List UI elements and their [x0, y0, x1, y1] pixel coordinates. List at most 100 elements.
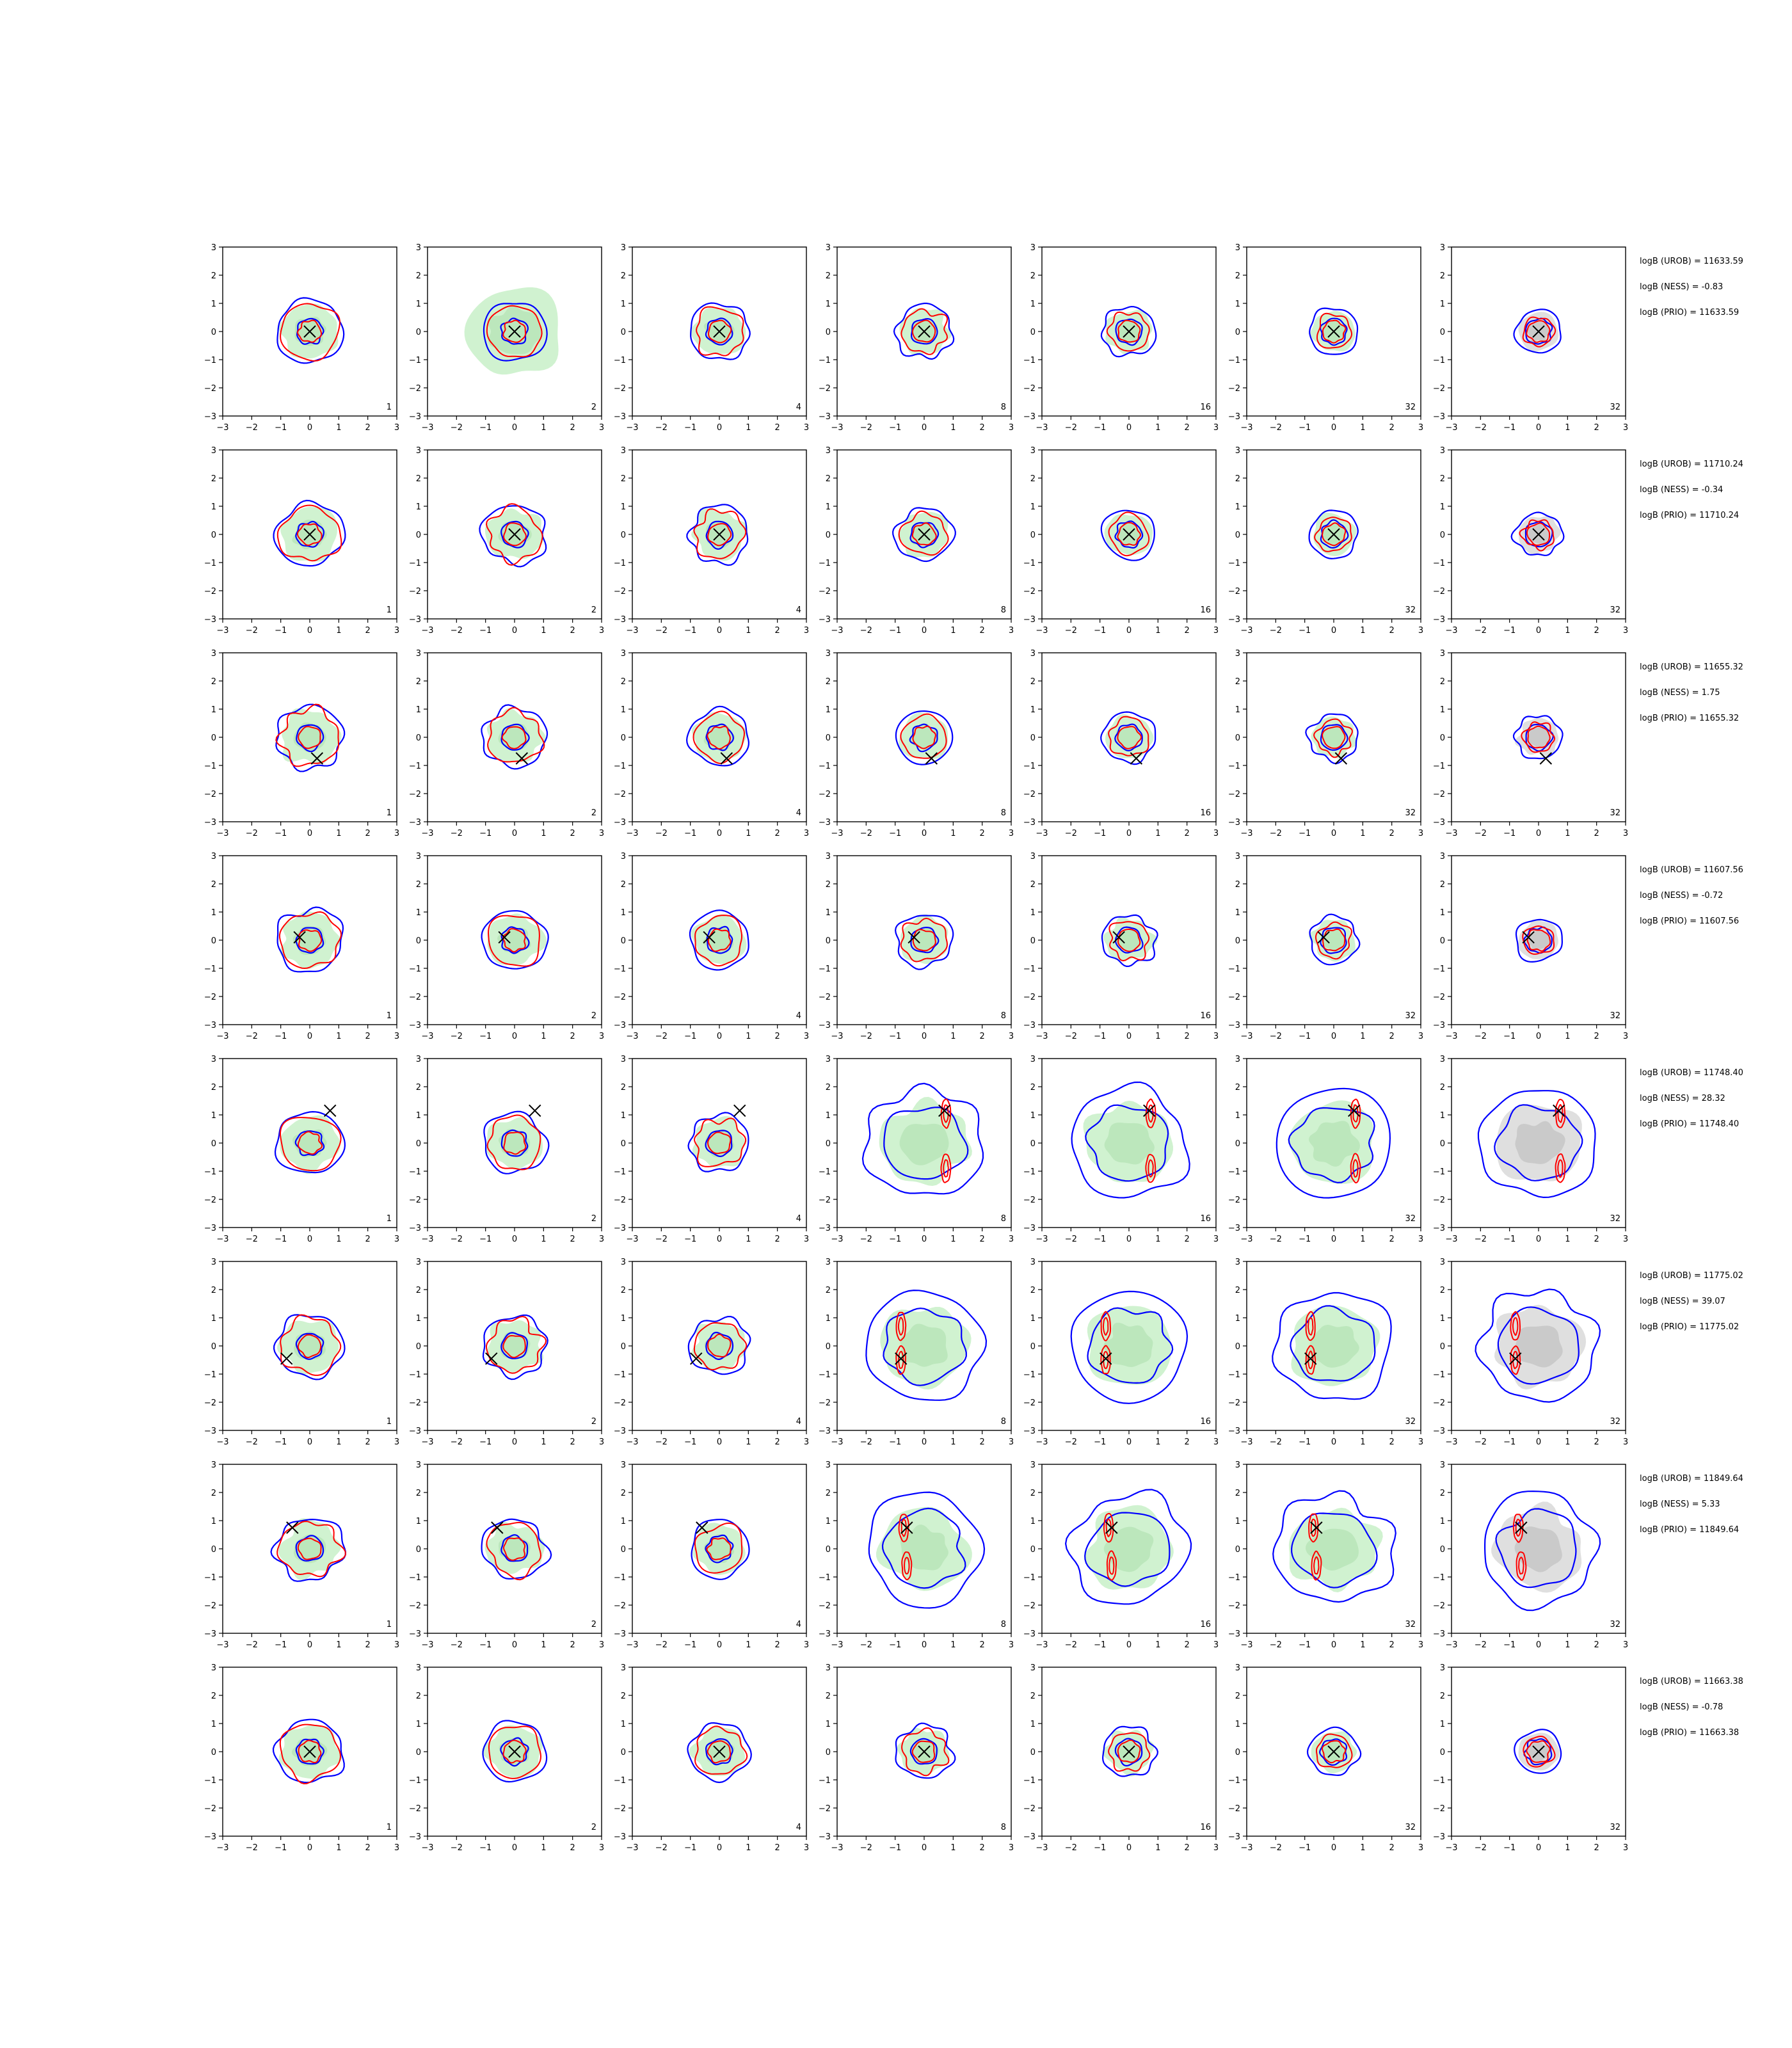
y-tick-label: 1: [416, 705, 421, 715]
x-tick-label: −2: [1270, 1437, 1282, 1447]
panel-count-label: 16: [1200, 808, 1211, 818]
x-tick-label: −1: [1299, 829, 1311, 838]
x-tick-label: 2: [1594, 423, 1599, 433]
y-tick-label: −1: [1433, 1776, 1445, 1786]
x-tick-label: −2: [1065, 1235, 1077, 1244]
blue-contour-inner: [883, 1308, 967, 1386]
x-tick-label: 1: [1155, 626, 1160, 636]
y-tick-label: −2: [819, 1398, 831, 1408]
x-tick-label: 2: [570, 1235, 575, 1244]
x-tick-label: −1: [275, 829, 287, 838]
y-tick-label: 0: [1440, 1748, 1445, 1757]
truth-marker: [1123, 528, 1135, 541]
y-tick-label: −3: [614, 412, 626, 422]
y-tick-label: 2: [416, 1489, 421, 1498]
y-tick-label: 0: [826, 1545, 831, 1555]
y-tick-label: −3: [614, 1629, 626, 1639]
x-tick-label: −3: [421, 423, 433, 433]
x-tick-label: −2: [860, 1843, 872, 1853]
blue-contour-outer: [1475, 1288, 1601, 1403]
truth-marker: [1105, 1521, 1118, 1534]
x-tick-label: −2: [860, 626, 872, 636]
panel-count-label: 32: [1405, 1620, 1416, 1629]
x-tick-label: −2: [246, 829, 258, 838]
y-tick-label: 1: [1030, 1314, 1036, 1324]
red-contour-mode-inner: [1148, 1159, 1154, 1178]
x-tick-label: 1: [541, 1437, 546, 1447]
panel-count-label: 8: [1001, 605, 1006, 615]
x-tick-label: 2: [980, 1235, 985, 1244]
x-tick-label: 0: [922, 1843, 927, 1853]
logb-prio-label: logB (PRIO) = 11775.02: [1640, 1322, 1739, 1332]
y-tick-label: −1: [614, 1573, 626, 1583]
y-tick-label: −1: [1023, 1167, 1036, 1177]
y-tick-label: −2: [819, 1196, 831, 1205]
x-tick-label: −2: [1475, 423, 1487, 433]
panel-count-label: 4: [796, 1214, 801, 1224]
x-tick-label: −3: [831, 1640, 843, 1650]
panel-count-label: 4: [796, 808, 801, 818]
x-tick-label: −1: [684, 626, 696, 636]
red-contour-outer: [1316, 312, 1353, 349]
red-contour-outer: [900, 917, 948, 963]
subplot-r7-c2: −3 −2 −1 0 1 2 3 3 2 1 0 −1 −2 −3 2: [409, 1460, 604, 1650]
x-tick-label: 2: [365, 1843, 371, 1853]
y-tick-label: 1: [211, 1517, 216, 1526]
blue-contour-outer: [894, 915, 954, 970]
y-tick-label: 1: [211, 1111, 216, 1121]
blue-contour-outer: [1101, 1725, 1159, 1777]
blue-contour-inner: [1084, 1512, 1171, 1587]
y-tick-label: 2: [1235, 677, 1240, 687]
y-tick-label: −2: [819, 1804, 831, 1814]
y-tick-label: −3: [614, 1224, 626, 1233]
y-tick-label: 0: [621, 1545, 626, 1555]
red-contour-inner: [503, 1132, 527, 1155]
blue-contour-inner: [705, 520, 734, 550]
y-tick-label: 0: [1440, 1342, 1445, 1352]
red-contour-inner: [502, 319, 527, 343]
y-tick-label: −3: [614, 615, 626, 625]
y-tick-label: −1: [819, 1573, 831, 1583]
x-tick-label: 2: [775, 1640, 780, 1650]
panel-count-label: 8: [1001, 1823, 1006, 1832]
x-tick-label: −2: [655, 1437, 668, 1447]
x-tick-label: 0: [512, 423, 517, 433]
blue-contour-outer: [1070, 1290, 1188, 1404]
y-tick-label: −3: [1433, 1224, 1445, 1233]
y-tick-label: 3: [621, 1258, 626, 1267]
x-tick-label: 3: [1623, 1235, 1628, 1244]
panel-count-label: 32: [1405, 808, 1416, 818]
y-tick-label: 1: [826, 908, 831, 918]
y-tick-label: 3: [826, 852, 831, 861]
y-tick-label: −2: [204, 587, 216, 596]
y-tick-label: 1: [416, 502, 421, 512]
truth-marker: [1515, 1521, 1528, 1534]
x-tick-label: 2: [1185, 1640, 1190, 1650]
blue-contour-inner: [1524, 521, 1553, 548]
blue-contour-inner: [1319, 1738, 1348, 1766]
x-tick-label: 0: [1536, 1032, 1541, 1041]
x-tick-label: −3: [1036, 1843, 1048, 1853]
y-tick-label: 0: [1235, 1545, 1240, 1555]
x-tick-label: −3: [1036, 1437, 1048, 1447]
truth-marker: [918, 1745, 931, 1758]
blue-contour-inner: [1525, 723, 1554, 752]
x-tick-label: 0: [1331, 423, 1336, 433]
x-tick-label: −3: [421, 1843, 433, 1853]
x-tick-label: 2: [570, 1437, 575, 1447]
y-tick-label: −2: [204, 1196, 216, 1205]
logb-prio-label: logB (PRIO) = 11710.24: [1640, 511, 1739, 520]
subplot-r6-c5: −3 −2 −1 0 1 2 3 3 2 1 0 −1 −2 −3 16: [1023, 1258, 1219, 1447]
red-contour-mode: [1555, 1153, 1566, 1183]
blue-contour-inner: [295, 520, 325, 548]
y-tick-label: 2: [826, 271, 831, 281]
y-tick-label: 0: [826, 1342, 831, 1352]
y-tick-label: −1: [614, 356, 626, 365]
truth-marker: [508, 528, 521, 541]
x-tick-label: −2: [451, 1032, 463, 1041]
y-tick-label: −2: [409, 993, 421, 1002]
